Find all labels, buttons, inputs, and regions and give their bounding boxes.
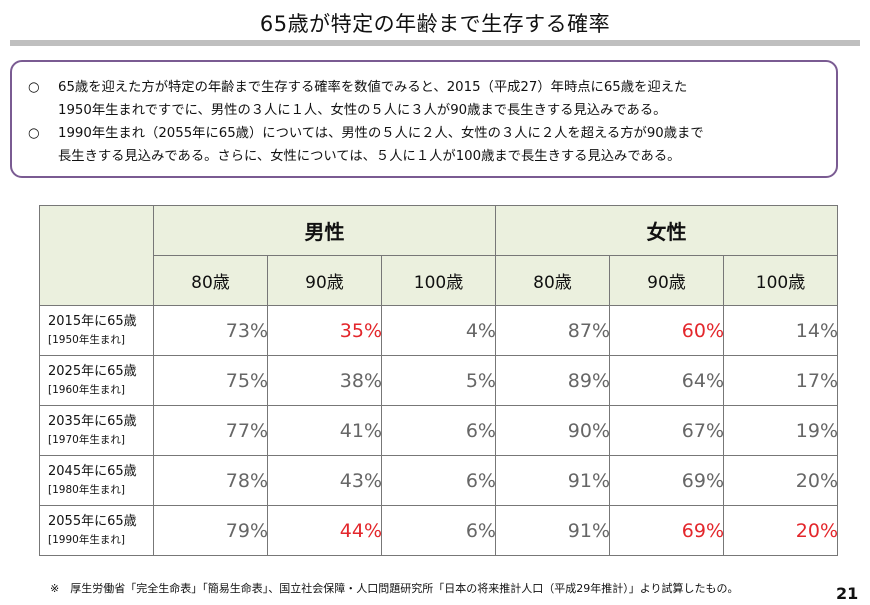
value-cell: 6% — [381, 405, 496, 456]
table-row: 2055年に65歳 [1990年生まれ] 79% 44% 6% 91% 69% … — [39, 505, 838, 556]
table-row: 2015年に65歳 [1950年生まれ] 73% 35% 4% 87% 60% … — [39, 305, 838, 356]
value-cell: 20% — [723, 455, 838, 506]
value-cell: 6% — [381, 505, 496, 556]
row-label-birth: [1960年生まれ] — [48, 383, 125, 396]
row-label-year: 2025年に65歳 — [48, 363, 137, 379]
value-cell-highlight: 35% — [267, 305, 382, 356]
value-cell: 41% — [267, 405, 382, 456]
summary-text: 1990年生まれ（2055年に65歳）については、男性の５人に２人、女性の３人に… — [58, 126, 704, 164]
table-row: 2035年に65歳 [1970年生まれ] 77% 41% 6% 90% 67% … — [39, 405, 838, 456]
title-divider — [10, 40, 860, 46]
value-cell: 4% — [381, 305, 496, 356]
source-footnote: ※ 厚生労働省「完全生命表」「簡易生命表」、国立社会保障・人口問題研究所「日本の… — [50, 582, 739, 595]
table-row: 2045年に65歳 [1980年生まれ] 78% 43% 6% 91% 69% … — [39, 455, 838, 506]
value-cell: 5% — [381, 355, 496, 406]
value-cell: 90% — [495, 405, 610, 456]
value-cell: 75% — [153, 355, 268, 406]
value-cell-highlight: 20% — [723, 505, 838, 556]
value-cell-highlight: 44% — [267, 505, 382, 556]
header-age: 100歳 — [723, 255, 838, 306]
circle-bullet-icon: ○ — [28, 80, 40, 95]
header-age: 100歳 — [381, 255, 496, 306]
summary-box: ○ 65歳を迎えた方が特定の年齢まで生存する確率を数値でみると、2015（平成2… — [10, 60, 838, 178]
value-cell: 79% — [153, 505, 268, 556]
value-cell: 19% — [723, 405, 838, 456]
page-title: 65歳が特定の年齢まで生存する確率 — [259, 12, 611, 36]
value-cell-highlight: 60% — [609, 305, 724, 356]
value-cell: 91% — [495, 505, 610, 556]
row-label-birth: [1970年生まれ] — [48, 433, 125, 446]
value-cell: 89% — [495, 355, 610, 406]
header-corner-cell — [39, 205, 154, 306]
table-age-row: 80歳 90歳 100歳 80歳 90歳 100歳 — [40, 255, 838, 306]
row-label-year: 2035年に65歳 — [48, 413, 137, 429]
table-row: 2025年に65歳 [1960年生まれ] 75% 38% 5% 89% 64% … — [39, 355, 838, 406]
value-cell: 64% — [609, 355, 724, 406]
header-age: 90歳 — [267, 255, 382, 306]
header-age: 80歳 — [153, 255, 268, 306]
row-label-birth: [1990年生まれ] — [48, 533, 125, 546]
value-cell: 87% — [495, 305, 610, 356]
value-cell: 6% — [381, 455, 496, 506]
circle-bullet-icon: ○ — [28, 126, 40, 141]
row-label-birth: [1980年生まれ] — [48, 483, 125, 496]
summary-bullet: ○ 1990年生まれ（2055年に65歳）については、男性の５人に２人、女性の３… — [28, 122, 828, 168]
row-label: 2035年に65歳 [1970年生まれ] — [39, 405, 154, 456]
row-label: 2025年に65歳 [1960年生まれ] — [39, 355, 154, 406]
value-cell: 77% — [153, 405, 268, 456]
header-age: 80歳 — [495, 255, 610, 306]
row-label-year: 2055年に65歳 — [48, 513, 137, 529]
row-label: 2045年に65歳 [1980年生まれ] — [39, 455, 154, 506]
value-cell: 73% — [153, 305, 268, 356]
value-cell: 14% — [723, 305, 838, 356]
row-label-year: 2015年に65歳 — [48, 313, 137, 329]
row-label: 2055年に65歳 [1990年生まれ] — [39, 505, 154, 556]
value-cell: 67% — [609, 405, 724, 456]
header-age: 90歳 — [609, 255, 724, 306]
value-cell: 43% — [267, 455, 382, 506]
header-female: 女性 — [495, 205, 838, 256]
row-label: 2015年に65歳 [1950年生まれ] — [39, 305, 154, 356]
survival-probability-table: 男性 女性 80歳 90歳 100歳 80歳 90歳 100歳 2015年に65… — [39, 205, 838, 556]
value-cell: 17% — [723, 355, 838, 406]
value-cell-highlight: 69% — [609, 505, 724, 556]
value-cell: 38% — [267, 355, 382, 406]
table-header-row: 男性 女性 — [39, 205, 838, 306]
page-number: 21 — [836, 584, 859, 603]
row-label-year: 2045年に65歳 — [48, 463, 137, 479]
summary-text: 65歳を迎えた方が特定の年齢まで生存する確率を数値でみると、2015（平成27）… — [58, 80, 688, 118]
value-cell: 78% — [153, 455, 268, 506]
summary-bullet: ○ 65歳を迎えた方が特定の年齢まで生存する確率を数値でみると、2015（平成2… — [28, 76, 828, 122]
header-male: 男性 — [153, 205, 496, 256]
value-cell: 91% — [495, 455, 610, 506]
row-label-birth: [1950年生まれ] — [48, 333, 125, 346]
value-cell: 69% — [609, 455, 724, 506]
